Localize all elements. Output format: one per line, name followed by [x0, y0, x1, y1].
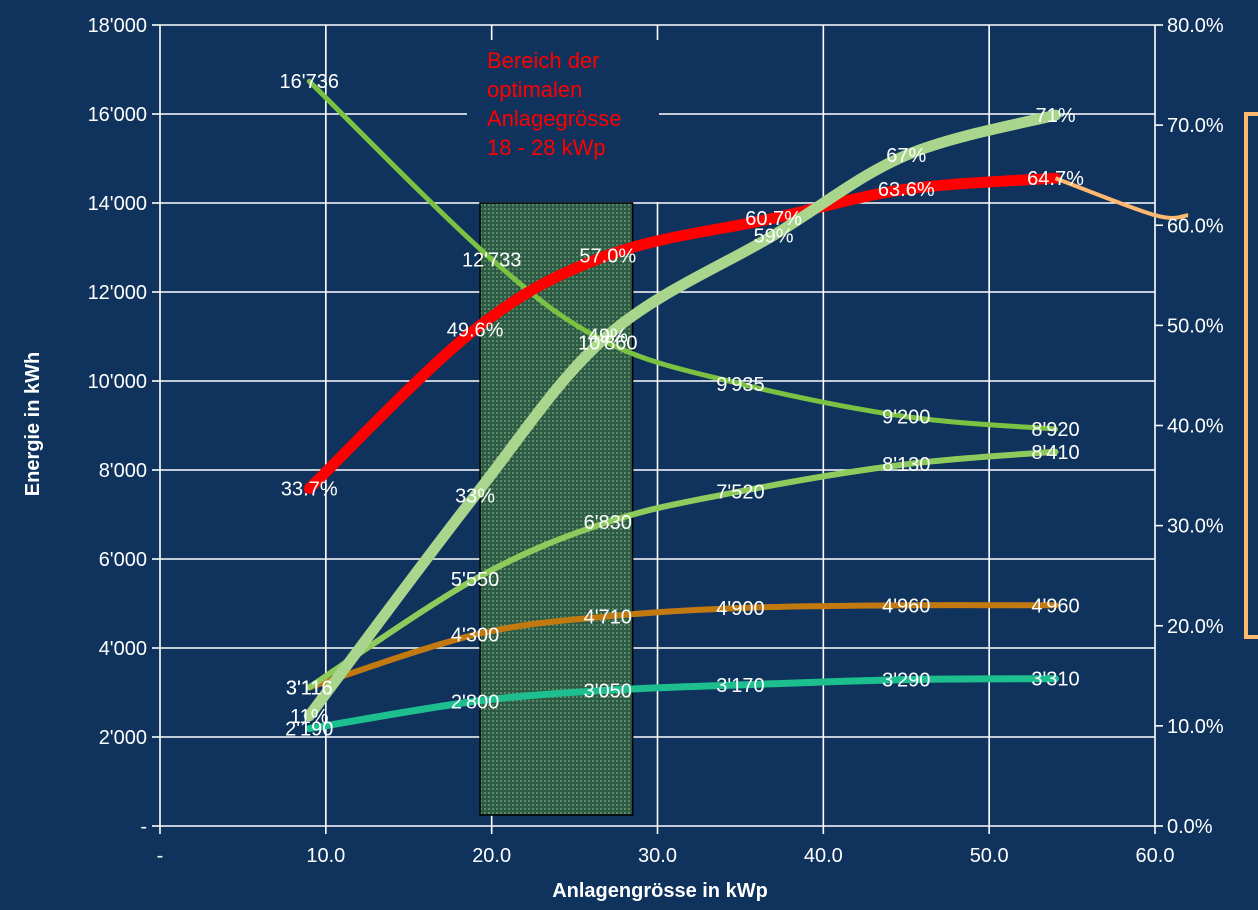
y2-tick-label: 80.0%	[1167, 15, 1224, 37]
data-label: 9'935	[716, 374, 764, 396]
data-label: 12'733	[462, 249, 521, 271]
y-tick-label: 18'000	[88, 15, 147, 37]
series-line-3	[305, 675, 1059, 733]
data-label: 4'900	[716, 598, 764, 620]
data-label: 3'310	[1031, 669, 1079, 691]
y2-tick-label: 50.0%	[1167, 315, 1224, 337]
axes: - 2'000 4'000 6'000 8'000 10'000 12'000 14'000 1…	[88, 15, 1224, 867]
data-label: 9'200	[882, 407, 930, 429]
x-tick-label: -	[157, 845, 164, 867]
optimal-range-area	[479, 202, 634, 816]
y-tick-label: 6'000	[99, 549, 147, 571]
data-label: 67%	[886, 145, 926, 167]
y2-tick-label: 20.0%	[1167, 616, 1224, 638]
data-label: 8'920	[1031, 419, 1079, 441]
data-label: 60.7%	[745, 208, 802, 230]
data-label: 16'736	[280, 71, 339, 93]
x-tick-label: 40.0	[804, 845, 843, 867]
data-label: 49%	[588, 325, 628, 347]
data-label: 4'300	[451, 625, 499, 647]
data-label: 5'550	[451, 569, 499, 591]
y2-tick-label: 60.0%	[1167, 215, 1224, 237]
y2-tick-label: 40.0%	[1167, 416, 1224, 438]
annotation: Bereich der optimalen Anlagegrösse 18 - 28 …	[467, 40, 659, 202]
y-tick-label: 16'000	[88, 104, 147, 126]
connector-line	[1054, 176, 1189, 220]
data-label: 4'710	[584, 606, 632, 628]
data-label: 57.0%	[579, 245, 636, 267]
data-label: 3'170	[716, 675, 764, 697]
y-tick-label: 10'000	[88, 371, 147, 393]
annotation-line: optimalen	[487, 77, 582, 102]
y-axis-title: Energie in kWh	[22, 352, 44, 496]
y2-tick-label: 70.0%	[1167, 115, 1224, 137]
series-line-0	[306, 78, 1058, 432]
series-line-2	[306, 602, 1059, 691]
y2-tick-label: 10.0%	[1167, 716, 1224, 738]
x-axis-title: Anlagengrösse in kWp	[552, 880, 768, 902]
y2-tick-label: 0.0%	[1167, 816, 1213, 838]
y-tick-label: 8'000	[99, 460, 147, 482]
data-label: 11%	[290, 706, 329, 728]
x-tick-label: 10.0	[306, 845, 345, 867]
x-tick-label: 30.0	[638, 845, 677, 867]
data-label: 49.6%	[447, 319, 504, 341]
annotation-line: Bereich der	[487, 48, 600, 73]
data-label: 3'116	[286, 677, 333, 699]
data-label: 4'960	[1031, 595, 1079, 617]
y2-tick-label: 30.0%	[1167, 516, 1224, 538]
data-label: 2'190	[285, 719, 333, 741]
data-label: 63.6%	[878, 179, 935, 201]
y-tick-label: 12'000	[88, 282, 147, 304]
data-labels: 16'736 12'733 10'860 9'935 9'200 8'920 3'116 5'…	[280, 71, 1085, 740]
x-tick-label: 60.0	[1136, 845, 1175, 867]
annotation-line: 18 - 28 kWp	[487, 135, 606, 160]
data-label: 3'050	[584, 680, 632, 702]
data-label: 3'116	[286, 677, 333, 699]
data-label: 33.7%	[281, 479, 338, 501]
callout-box	[1244, 112, 1258, 639]
y-tick-label: 2'000	[99, 727, 147, 749]
x-tick-label: 20.0	[472, 845, 511, 867]
annotation-box	[467, 40, 659, 202]
series-layer	[303, 78, 1258, 733]
data-label: 8'410	[1031, 442, 1079, 464]
data-label: 6'830	[584, 512, 632, 534]
y-tick-label: -	[140, 816, 147, 838]
data-label: 10'860	[578, 333, 637, 355]
data-label: 64.7%	[1027, 168, 1084, 190]
x-tick-label: 50.0	[970, 845, 1009, 867]
series-line-1	[306, 448, 1059, 691]
data-label: 4'960	[882, 595, 930, 617]
optimal-range-band	[479, 202, 634, 816]
data-label: 59%	[754, 225, 794, 247]
y-tick-label: 4'000	[99, 638, 147, 660]
data-label: 2'800	[451, 691, 499, 713]
data-label: 3'290	[882, 670, 930, 692]
data-label: 33%	[455, 486, 495, 508]
data-label: 7'520	[716, 481, 764, 503]
grid	[159, 24, 1156, 827]
data-label: 71%	[1035, 105, 1075, 127]
series-line-5	[303, 109, 1061, 722]
data-label: 8'130	[882, 454, 930, 476]
y-tick-label: 14'000	[88, 193, 147, 215]
annotation-line: Anlagegrösse	[487, 106, 622, 131]
series-line-4	[303, 172, 1061, 495]
